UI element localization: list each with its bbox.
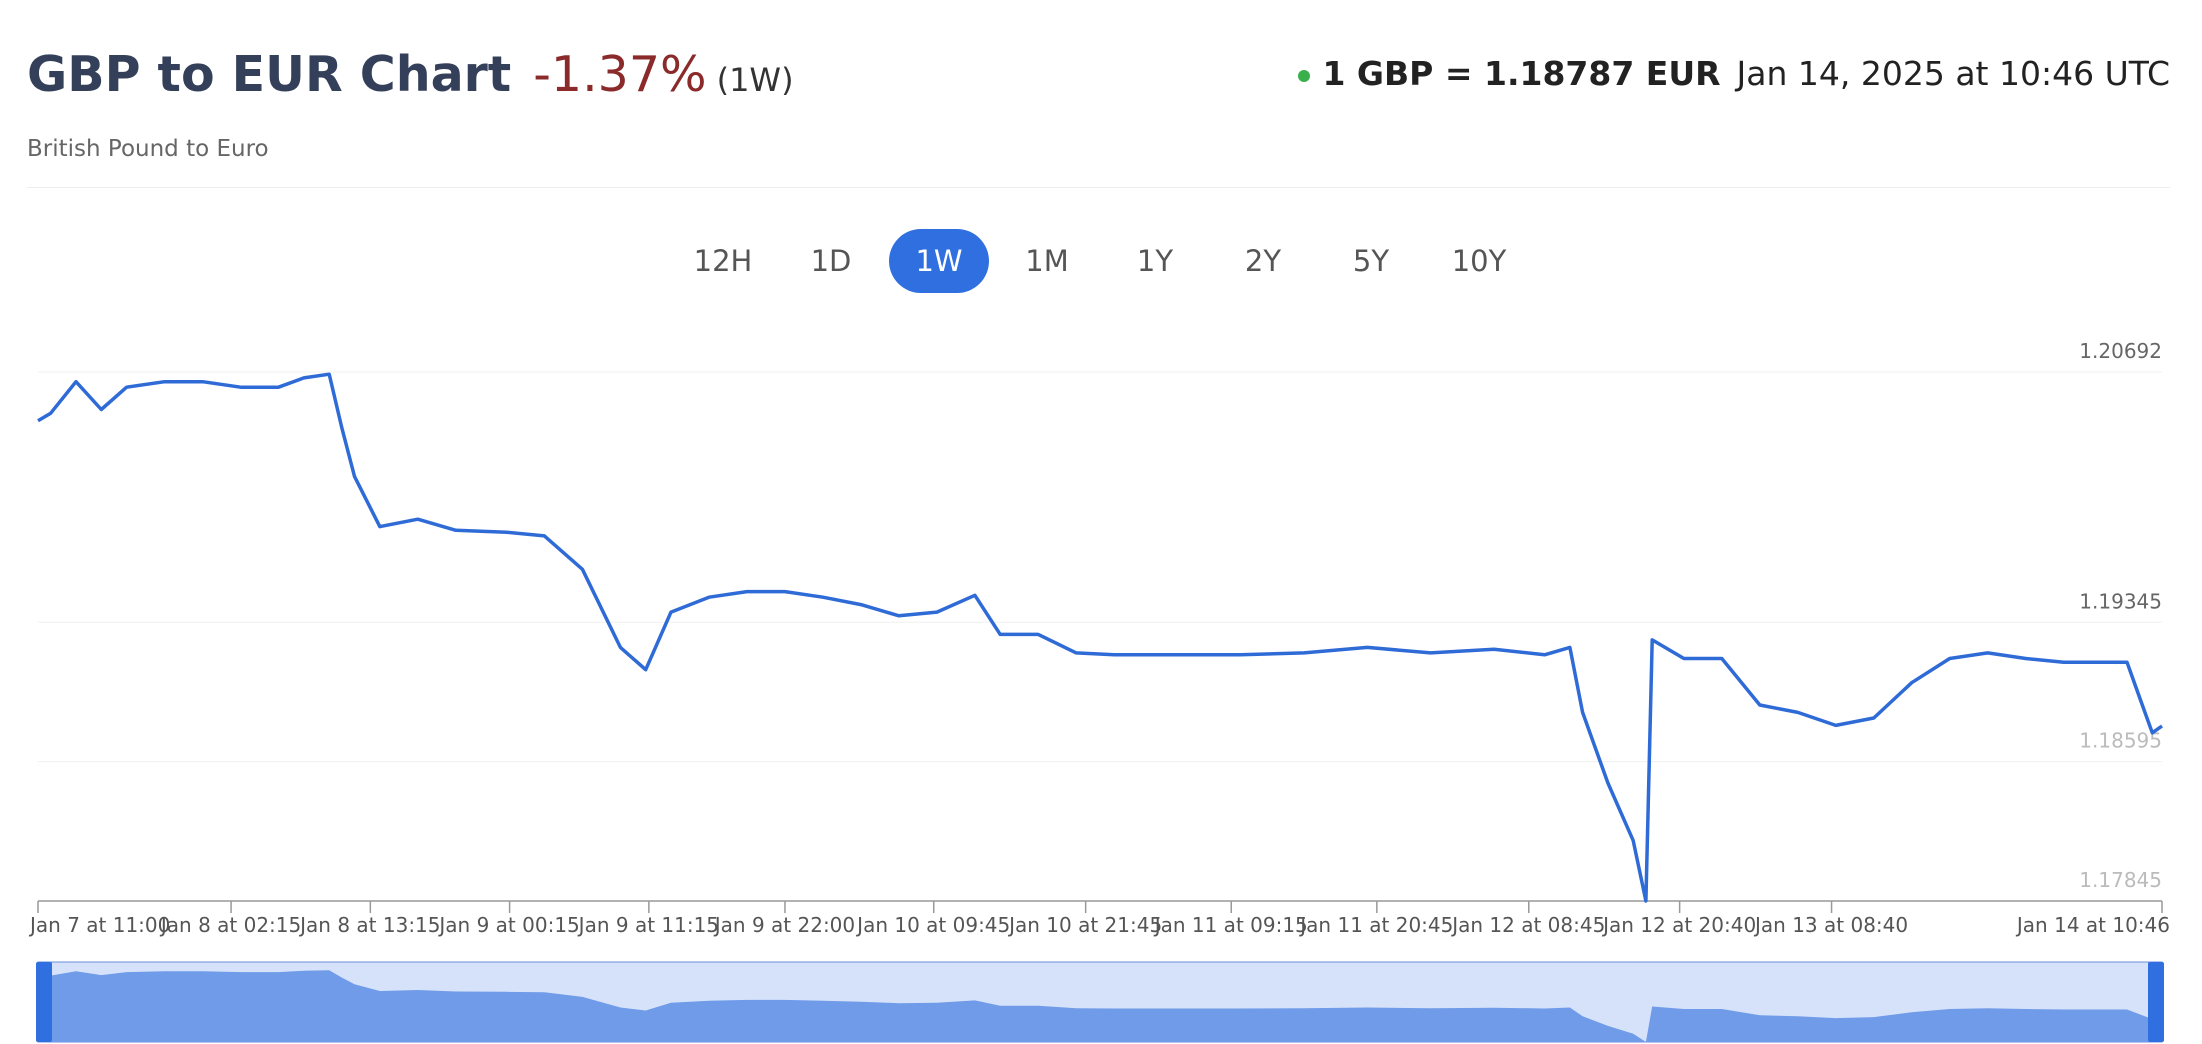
price-line [37, 372, 2164, 903]
y-tick-label: 1.17845 [2079, 868, 2162, 892]
subtitle: British Pound to Euro [27, 136, 269, 162]
x-tick-label: Jan 7 at 11:00 [28, 913, 170, 937]
navigator-handle[interactable] [2148, 962, 2164, 1042]
live-dot [1298, 69, 1311, 82]
range-selector: 12H 1D 1W 1M 1Y 2Y 5Y 10Y [0, 229, 2202, 293]
x-tick-label: Jan 10 at 21:45 [1007, 913, 1162, 937]
x-tick-label: Jan 9 at 22:00 [713, 913, 855, 937]
range-button[interactable]: 12H [693, 244, 753, 278]
range-button[interactable]: 1D [810, 244, 852, 278]
x-tick-label: Jan 9 at 11:15 [577, 913, 719, 937]
x-tick-label: Jan 9 at 00:15 [437, 913, 579, 937]
y-tick-label: 1.20692 [2079, 339, 2162, 363]
x-tick-label: Jan 11 at 20:45 [1298, 913, 1453, 937]
x-tick-label: Jan 10 at 09:45 [855, 913, 1010, 937]
x-tick-label: Jan 8 at 02:15 [159, 913, 301, 937]
y-tick-label: 1.18595 [2079, 729, 2162, 753]
range-button[interactable]: 5Y [1352, 244, 1390, 278]
x-tick-label: Jan 12 at 08:45 [1450, 913, 1605, 937]
period: (1W) [716, 61, 794, 99]
navigator-handle[interactable] [36, 962, 52, 1042]
rate: 1 GBP = 1.18787 EUR [1322, 54, 1721, 93]
x-tick-label: Jan 11 at 09:15 [1153, 913, 1308, 937]
title-row: GBP to EUR Chart -1.37% (1W) [27, 46, 794, 103]
timestamp: Jan 14, 2025 at 10:46 UTC [1736, 54, 2170, 93]
x-tick-label: Jan 13 at 08:40 [1753, 913, 1908, 937]
range-button[interactable]: 1W [889, 229, 989, 293]
rate-info: 1 GBP = 1.18787 EUR Jan 14, 2025 at 10:46… [1298, 54, 2170, 93]
range-button[interactable]: 1Y [1136, 244, 1174, 278]
y-tick-label: 1.19345 [2079, 589, 2162, 613]
divider [27, 187, 2170, 188]
change: -1.37% [533, 46, 707, 103]
title: GBP to EUR Chart [27, 46, 512, 103]
range-button[interactable]: 1M [1025, 244, 1069, 278]
navigator-area [38, 970, 2162, 1042]
x-tick-label: Jan 8 at 13:15 [298, 913, 440, 937]
range-button[interactable]: 2Y [1244, 244, 1282, 278]
x-tick-label: Jan 14 at 10:46 [2015, 913, 2170, 937]
range-button[interactable]: 10Y [1451, 244, 1507, 278]
x-tick-label: Jan 12 at 20:40 [1601, 913, 1756, 937]
